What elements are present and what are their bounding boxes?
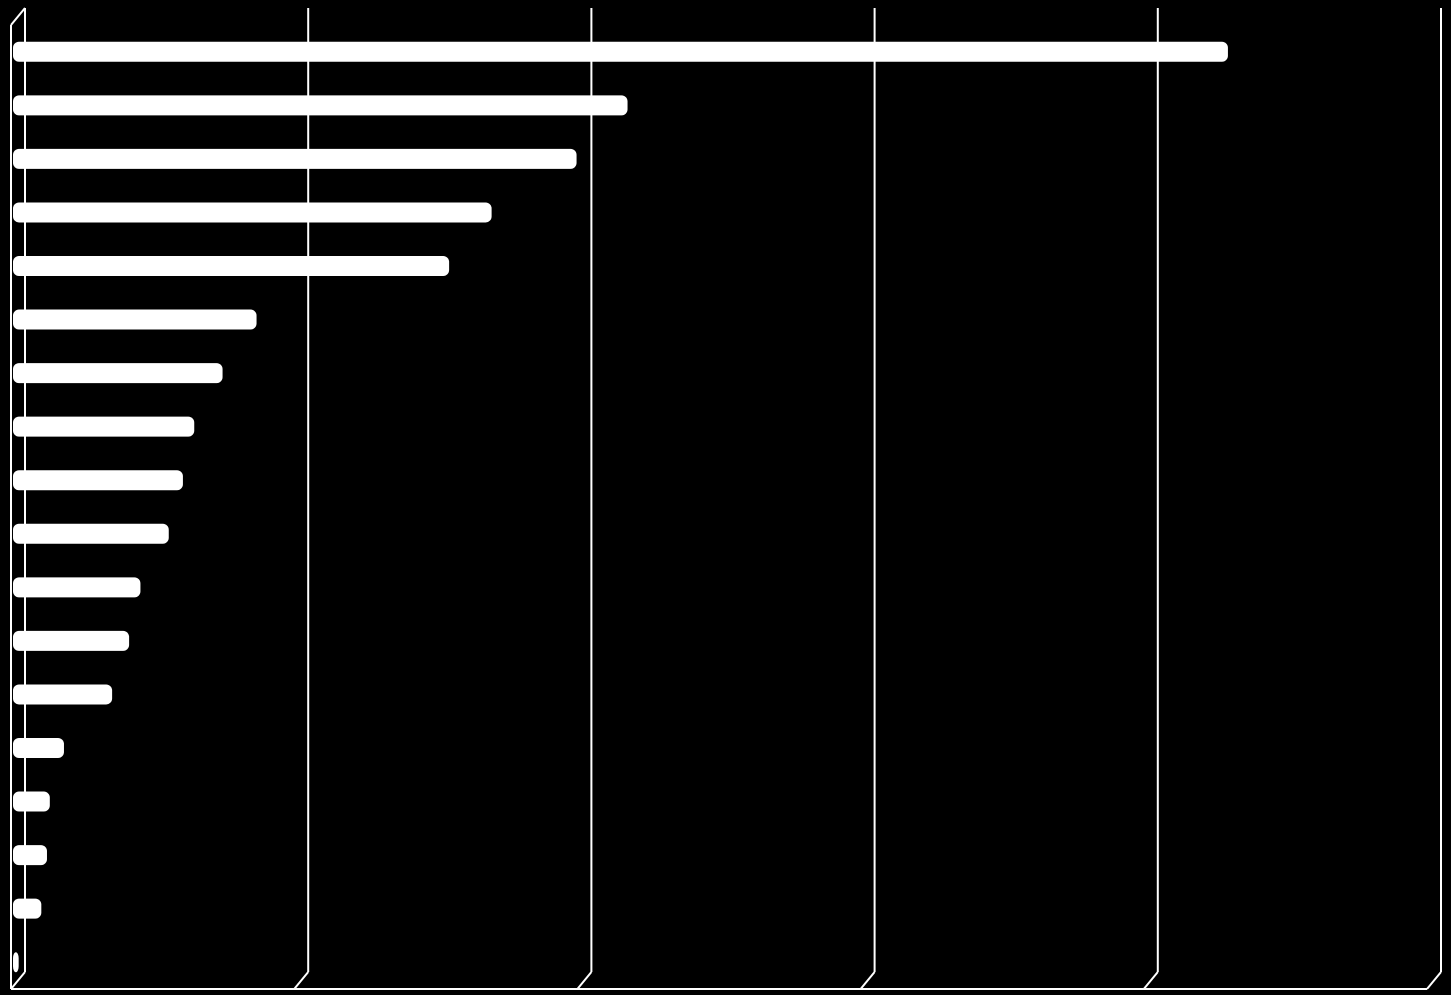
bar	[13, 630, 130, 651]
bar	[13, 952, 19, 973]
bar	[13, 684, 113, 705]
bar	[13, 791, 50, 812]
bar	[13, 363, 223, 384]
bar	[13, 523, 169, 544]
floor-line	[293, 971, 309, 990]
bar	[13, 202, 492, 223]
bar	[13, 309, 257, 330]
floor-line	[1143, 971, 1159, 990]
bar	[13, 470, 183, 491]
bar	[13, 845, 47, 866]
left-wall	[10, 7, 26, 26]
bar	[13, 41, 1228, 62]
bar	[13, 95, 628, 116]
floor-line	[1426, 971, 1442, 990]
floor-line	[10, 971, 26, 990]
floor-line	[859, 971, 876, 990]
bar	[13, 898, 42, 919]
bar	[13, 256, 450, 276]
floor-line	[576, 971, 593, 990]
bar	[13, 148, 577, 169]
bar	[13, 577, 141, 598]
bar	[13, 738, 64, 758]
bar	[13, 416, 195, 437]
